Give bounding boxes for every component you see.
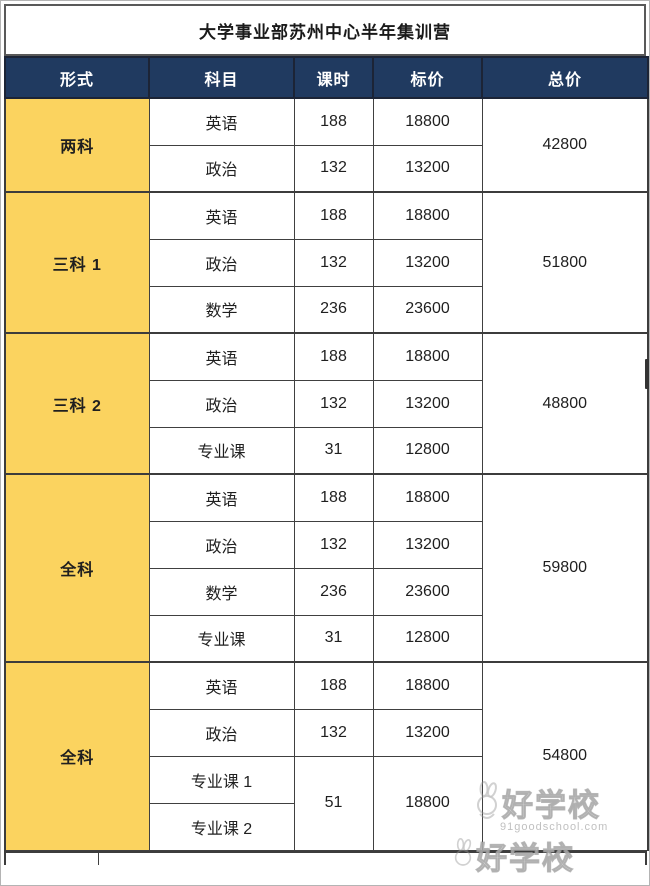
- subject-cell: 专业课 2: [148, 802, 295, 851]
- table-row: 两科 英语 188 18800 42800: [4, 97, 649, 193]
- subject-cell: 英语: [148, 191, 295, 240]
- total-cell: 42800: [481, 97, 649, 193]
- column-header-price: 标价: [372, 56, 483, 99]
- hours-cell: 188: [293, 191, 374, 240]
- hours-cell: 132: [293, 379, 374, 428]
- table-row: 政治 132 13200: [5, 238, 648, 287]
- price-cell: 13200: [372, 520, 483, 569]
- table-row: 政治 132 13200: [5, 379, 648, 428]
- subject-cell: 政治: [148, 520, 295, 569]
- header-row: 形式 科目 课时 标价 总价: [4, 56, 649, 99]
- subject-cell: 英语: [148, 661, 295, 710]
- table-row: 政治 132 13200: [5, 144, 648, 193]
- merged-price-cell: 18800: [372, 755, 483, 851]
- page-title: 大学事业部苏州中心半年集训营: [199, 22, 451, 42]
- table-row: 全科 英语 188 18800 59800: [4, 473, 649, 663]
- table-row: 数学 236 23600: [5, 567, 648, 616]
- subject-cell: 专业课: [148, 426, 295, 475]
- total-cell: 59800: [481, 473, 649, 663]
- table-row: 三科 1 英语 188 18800 51800: [4, 191, 649, 334]
- hours-cell: 31: [293, 614, 374, 663]
- table-row: 专业课 31 12800: [5, 614, 648, 663]
- hours-cell: 132: [293, 708, 374, 757]
- price-cell: 23600: [372, 567, 483, 616]
- price-cell: 13200: [372, 238, 483, 287]
- subject-cell: 英语: [148, 473, 295, 522]
- price-cell: 23600: [372, 285, 483, 334]
- hours-cell: 188: [293, 661, 374, 710]
- table-row: 专业课 31 12800: [5, 426, 648, 475]
- subject-cell: 政治: [148, 379, 295, 428]
- scrollbar-thumb[interactable]: [645, 359, 649, 389]
- form-cell: 三科 1: [4, 191, 150, 334]
- total-cell: 48800: [481, 332, 649, 475]
- column-header-subject: 科目: [148, 56, 295, 99]
- form-cell: 全科: [4, 473, 150, 663]
- table-row: 政治 132 13200: [5, 520, 648, 569]
- table-title-bar: 大学事业部苏州中心半年集训营: [4, 4, 646, 56]
- merged-hours-cell: 51: [293, 755, 374, 851]
- table-row: 三科 2 英语 188 18800 48800: [4, 332, 649, 475]
- column-header-form: 形式: [4, 56, 150, 99]
- subject-cell: 专业课 1: [148, 755, 295, 804]
- price-cell: 18800: [372, 332, 483, 381]
- price-cell: 12800: [372, 426, 483, 475]
- table-row: 数学 236 23600: [5, 285, 648, 334]
- price-cell: 18800: [372, 97, 483, 146]
- price-cell: 13200: [372, 144, 483, 193]
- hours-cell: 188: [293, 97, 374, 146]
- column-header-total: 总价: [481, 56, 649, 99]
- price-cell: 18800: [372, 191, 483, 240]
- subject-cell: 政治: [148, 708, 295, 757]
- table-row: 政治 132 13200: [5, 708, 648, 757]
- total-cell: 54800: [481, 661, 649, 851]
- price-cell: 18800: [372, 473, 483, 522]
- hours-cell: 31: [293, 426, 374, 475]
- column-header-hours: 课时: [293, 56, 374, 99]
- form-cell: 三科 2: [4, 332, 150, 475]
- table-row: 全科 英语 188 18800 54800: [4, 661, 649, 851]
- price-cell: 12800: [372, 614, 483, 663]
- hours-cell: 188: [293, 473, 374, 522]
- subject-cell: 专业课: [148, 614, 295, 663]
- subject-cell: 政治: [148, 238, 295, 287]
- subject-cell: 数学: [148, 285, 295, 334]
- hours-cell: 132: [293, 144, 374, 193]
- subject-cell: 英语: [148, 332, 295, 381]
- form-cell: 两科: [4, 97, 150, 193]
- price-cell: 13200: [372, 379, 483, 428]
- form-cell: 全科: [4, 661, 150, 851]
- table-row: 专业课 1 51 18800: [5, 755, 648, 851]
- hours-cell: 132: [293, 238, 374, 287]
- subject-cell: 英语: [148, 97, 295, 146]
- price-table: 形式 科目 课时 标价 总价 两科 英语 188 18800 42800 政治 …: [4, 56, 649, 851]
- hours-cell: 188: [293, 332, 374, 381]
- hours-cell: 236: [293, 567, 374, 616]
- price-cell: 13200: [372, 708, 483, 757]
- hours-cell: 132: [293, 520, 374, 569]
- table-row: 专业课 2: [5, 802, 648, 851]
- price-cell: 18800: [372, 661, 483, 710]
- subject-cell: 数学: [148, 567, 295, 616]
- total-cell: 51800: [481, 191, 649, 334]
- next-row-clipped: [4, 850, 647, 865]
- next-row-first-cell: [6, 852, 99, 865]
- hours-cell: 236: [293, 285, 374, 334]
- subject-cell: 政治: [148, 144, 295, 193]
